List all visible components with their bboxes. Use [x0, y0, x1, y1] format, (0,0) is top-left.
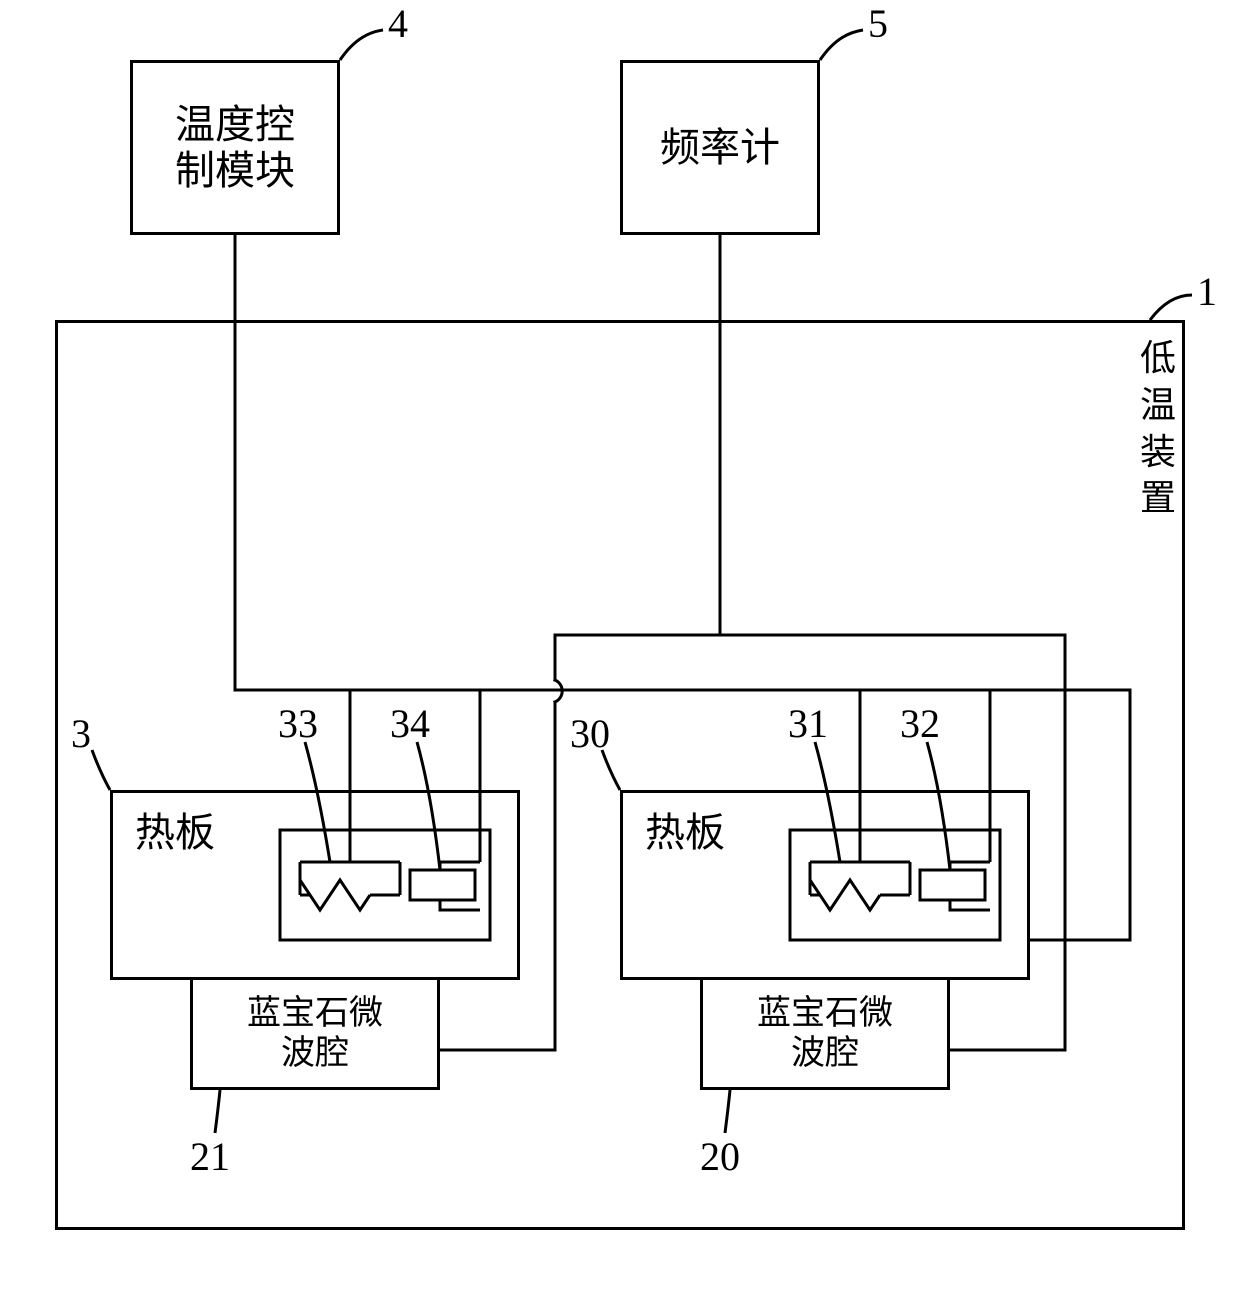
sapphire-left-label: 蓝宝石微 波腔: [247, 994, 383, 1072]
sapphire-right-box: 蓝宝石微 波腔: [700, 980, 950, 1090]
temp-ctrl-box: 温度控 制模块: [130, 60, 340, 235]
sapphire-right-label: 蓝宝石微 波腔: [757, 994, 893, 1072]
callout-31: 31: [788, 700, 828, 747]
callout-34: 34: [390, 700, 430, 747]
callout-33: 33: [278, 700, 318, 747]
callout-4: 4: [388, 0, 408, 47]
freq-label: 频率计: [660, 125, 780, 171]
callout-5: 5: [868, 0, 888, 47]
hotplate-right-label: 热板: [645, 810, 725, 856]
temp-ctrl-label: 温度控 制模块: [175, 102, 295, 194]
callout-21: 21: [190, 1133, 230, 1180]
sapphire-left-box: 蓝宝石微 波腔: [190, 980, 440, 1090]
callout-1: 1: [1197, 268, 1217, 315]
callout-30: 30: [570, 710, 610, 757]
callout-20: 20: [700, 1133, 740, 1180]
diagram-canvas: 低 温 装 置 温度控 制模块 频率计 热板 热板 蓝宝石微 波腔 蓝宝石微 波…: [0, 0, 1240, 1295]
hotplate-left-label: 热板: [135, 810, 215, 856]
freq-box: 频率计: [620, 60, 820, 235]
callout-32: 32: [900, 700, 940, 747]
cryo-box: [55, 320, 1185, 1230]
cryo-label: 低 温 装 置: [1140, 335, 1176, 522]
callout-3: 3: [71, 710, 91, 757]
